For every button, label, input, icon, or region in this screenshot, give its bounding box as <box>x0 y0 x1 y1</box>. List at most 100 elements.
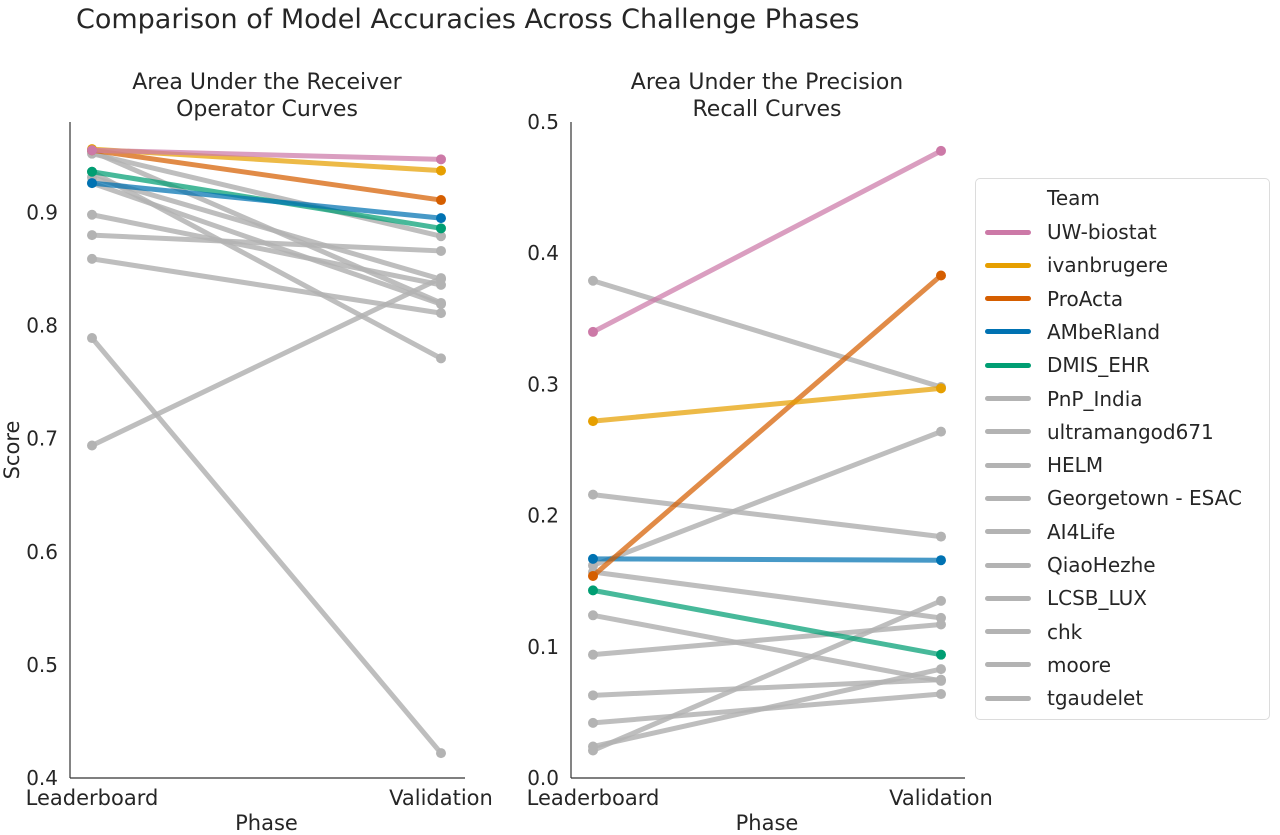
panel2-series-amberland-line <box>590 556 944 563</box>
legend-item-amberland: AMbeRland <box>985 317 1160 347</box>
legend-swatch <box>985 629 1031 635</box>
panel1-title-line-2: Operator Curves <box>176 97 358 122</box>
legend-swatch <box>985 329 1031 335</box>
legend-swatch <box>985 462 1031 468</box>
panel1-series-qiaohezhe-line <box>89 212 444 288</box>
panel2-series-ai4life-line <box>590 612 944 684</box>
legend-swatch <box>985 495 1031 501</box>
panel2-series-georgetown-esac-point-2 <box>936 612 946 623</box>
panel2-series-tgaudelet-point-2 <box>936 595 946 606</box>
panel1-ytick-label: 0.9 <box>26 200 58 224</box>
panel2-series-chk-point-2 <box>936 689 946 700</box>
legend-item-chk: chk <box>985 617 1082 647</box>
panel1-series-lcsb-lux-point-2 <box>436 245 446 256</box>
panel2-series-pnp-india-point-1 <box>588 275 598 286</box>
legend-label: QiaoHezhe <box>1047 553 1156 577</box>
legend-swatch <box>985 595 1031 601</box>
panel1-series-uw-biostat-line <box>89 147 444 162</box>
panel1-series-amberland-line <box>89 180 444 221</box>
panel1-series-ultramangod671-line <box>89 151 444 239</box>
panel1-series-chk-line <box>89 256 444 316</box>
legend-item-pnp-india: PnP_India <box>985 384 1143 414</box>
panel1-series-dmis-ehr-point-1 <box>87 166 97 177</box>
legend-label: LCSB_LUX <box>1047 586 1148 611</box>
legend-label: UW-biostat <box>1047 220 1157 244</box>
panel1-series-tgaudelet-line <box>89 335 444 756</box>
panel1-series-tgaudelet-point-1 <box>87 333 97 344</box>
panel1-series-chk-point-1 <box>87 253 97 264</box>
panel1-series-proacta-point-2 <box>436 195 446 206</box>
panel2-x-axis-label: Phase <box>736 811 799 835</box>
panel2-ytick-label: 0.4 <box>527 241 559 265</box>
panel1-series-dmis-ehr-point-2 <box>436 223 446 234</box>
panel2-series-ai4life-point-2 <box>936 675 946 686</box>
panel1-series-moore-point-1 <box>87 440 97 451</box>
panel2-series-chk-point-1 <box>588 717 598 728</box>
panel1-ytick-label: 0.4 <box>26 766 58 790</box>
legend-swatch <box>985 362 1031 368</box>
legend-swatch <box>985 562 1031 568</box>
panel1-y-axis-label: Score <box>0 421 24 480</box>
legend-label: chk <box>1047 619 1083 644</box>
figure-title: Comparison of Model Accuracies Across Ch… <box>76 4 860 35</box>
panel2-series-ultramangod671-line <box>590 492 944 540</box>
legend-item-lcsb-lux: LCSB_LUX <box>985 583 1147 613</box>
panel2-series-ultramangod671-point-2 <box>936 531 946 542</box>
panel2-series-ivanbrugere-line <box>590 385 944 424</box>
panel2-series-chk-line <box>590 691 944 726</box>
panel2-series-qiaohezhe-line <box>590 621 944 658</box>
legend-label: Georgetown - ESAC <box>1047 486 1242 511</box>
legend-swatch <box>985 529 1031 535</box>
panel2-series-moore-point-1 <box>588 741 598 752</box>
panel2-title-line-2: Recall Curves <box>693 97 842 122</box>
legend-item-ultramangod671: ultramangod671 <box>985 417 1214 447</box>
panel2-series-lcsb-lux-point-1 <box>588 690 598 701</box>
legend-label: ProActa <box>1047 286 1124 311</box>
panel2-series-proacta-point-2 <box>936 270 946 281</box>
panel2-ytick-label: 0.1 <box>527 635 559 659</box>
panel2-series-pnp-india-line <box>590 278 944 390</box>
legend-item-tgaudelet: tgaudelet <box>985 683 1143 713</box>
panel1-series-uw-biostat-point-2 <box>436 154 446 165</box>
panel1-ytick-label: 0.7 <box>26 427 58 451</box>
panel2-series-ivanbrugere-point-2 <box>936 383 946 394</box>
panel1-series-uw-biostat-point-1 <box>87 145 97 156</box>
panel1-xtick-label: Validation <box>389 786 493 810</box>
legend-item-georgetown-esac: Georgetown - ESAC <box>985 483 1242 513</box>
legend-label: DMIS_EHR <box>1047 353 1150 378</box>
panel1-ytick-label: 0.5 <box>26 653 58 677</box>
legend-title: Team <box>1047 186 1100 210</box>
legend-label: ultramangod671 <box>1047 419 1214 444</box>
panel2-series-proacta-point-1 <box>588 570 598 581</box>
panel2-series-helm-point-2 <box>936 426 946 437</box>
legend-item-qiaohezhe: QiaoHezhe <box>985 550 1156 580</box>
legend-item-uw-biostat: UW-biostat <box>985 217 1157 247</box>
panel2-series-ultramangod671-point-1 <box>588 489 598 500</box>
legend-item-dmis-ehr: DMIS_EHR <box>985 350 1150 380</box>
panel2-series-ivanbrugere-point-1 <box>588 416 598 427</box>
panel1-series-amberland-point-1 <box>87 178 97 189</box>
panel1-series-tgaudelet-point-2 <box>436 748 446 759</box>
legend-swatch <box>985 296 1031 302</box>
panel2-series-uw-biostat-point-1 <box>588 326 598 337</box>
legend-label: PnP_India <box>1047 386 1143 411</box>
legend-swatch <box>985 229 1031 235</box>
legend-label: AI4Life <box>1047 519 1116 544</box>
panel1-series-helm-point-2 <box>436 353 446 364</box>
panel2-series-ai4life-point-1 <box>588 610 598 621</box>
panel1-series-pnp-india-line <box>89 148 444 306</box>
panel1-series-pnp-india-point-2 <box>436 297 446 308</box>
panel2-xtick-label: Validation <box>889 786 993 810</box>
legend-item-proacta: ProActa <box>985 284 1123 314</box>
panel2-series-proacta-line <box>590 273 944 579</box>
panel1-series-ultramangod671-point-2 <box>436 231 446 242</box>
panel1-series-ivanbrugere-point-2 <box>436 165 446 176</box>
panel1-x-axis-label: Phase <box>235 811 298 835</box>
panel1-series-qiaohezhe-point-1 <box>87 209 97 220</box>
legend-swatch <box>985 662 1031 668</box>
panel1-ytick-label: 0.8 <box>26 314 58 338</box>
panel1-series-amberland-point-2 <box>436 213 446 224</box>
panel2-series-lcsb-lux-line <box>590 677 944 698</box>
panel2-series-dmis-ehr-point-1 <box>588 585 598 596</box>
legend-label: moore <box>1047 652 1112 677</box>
